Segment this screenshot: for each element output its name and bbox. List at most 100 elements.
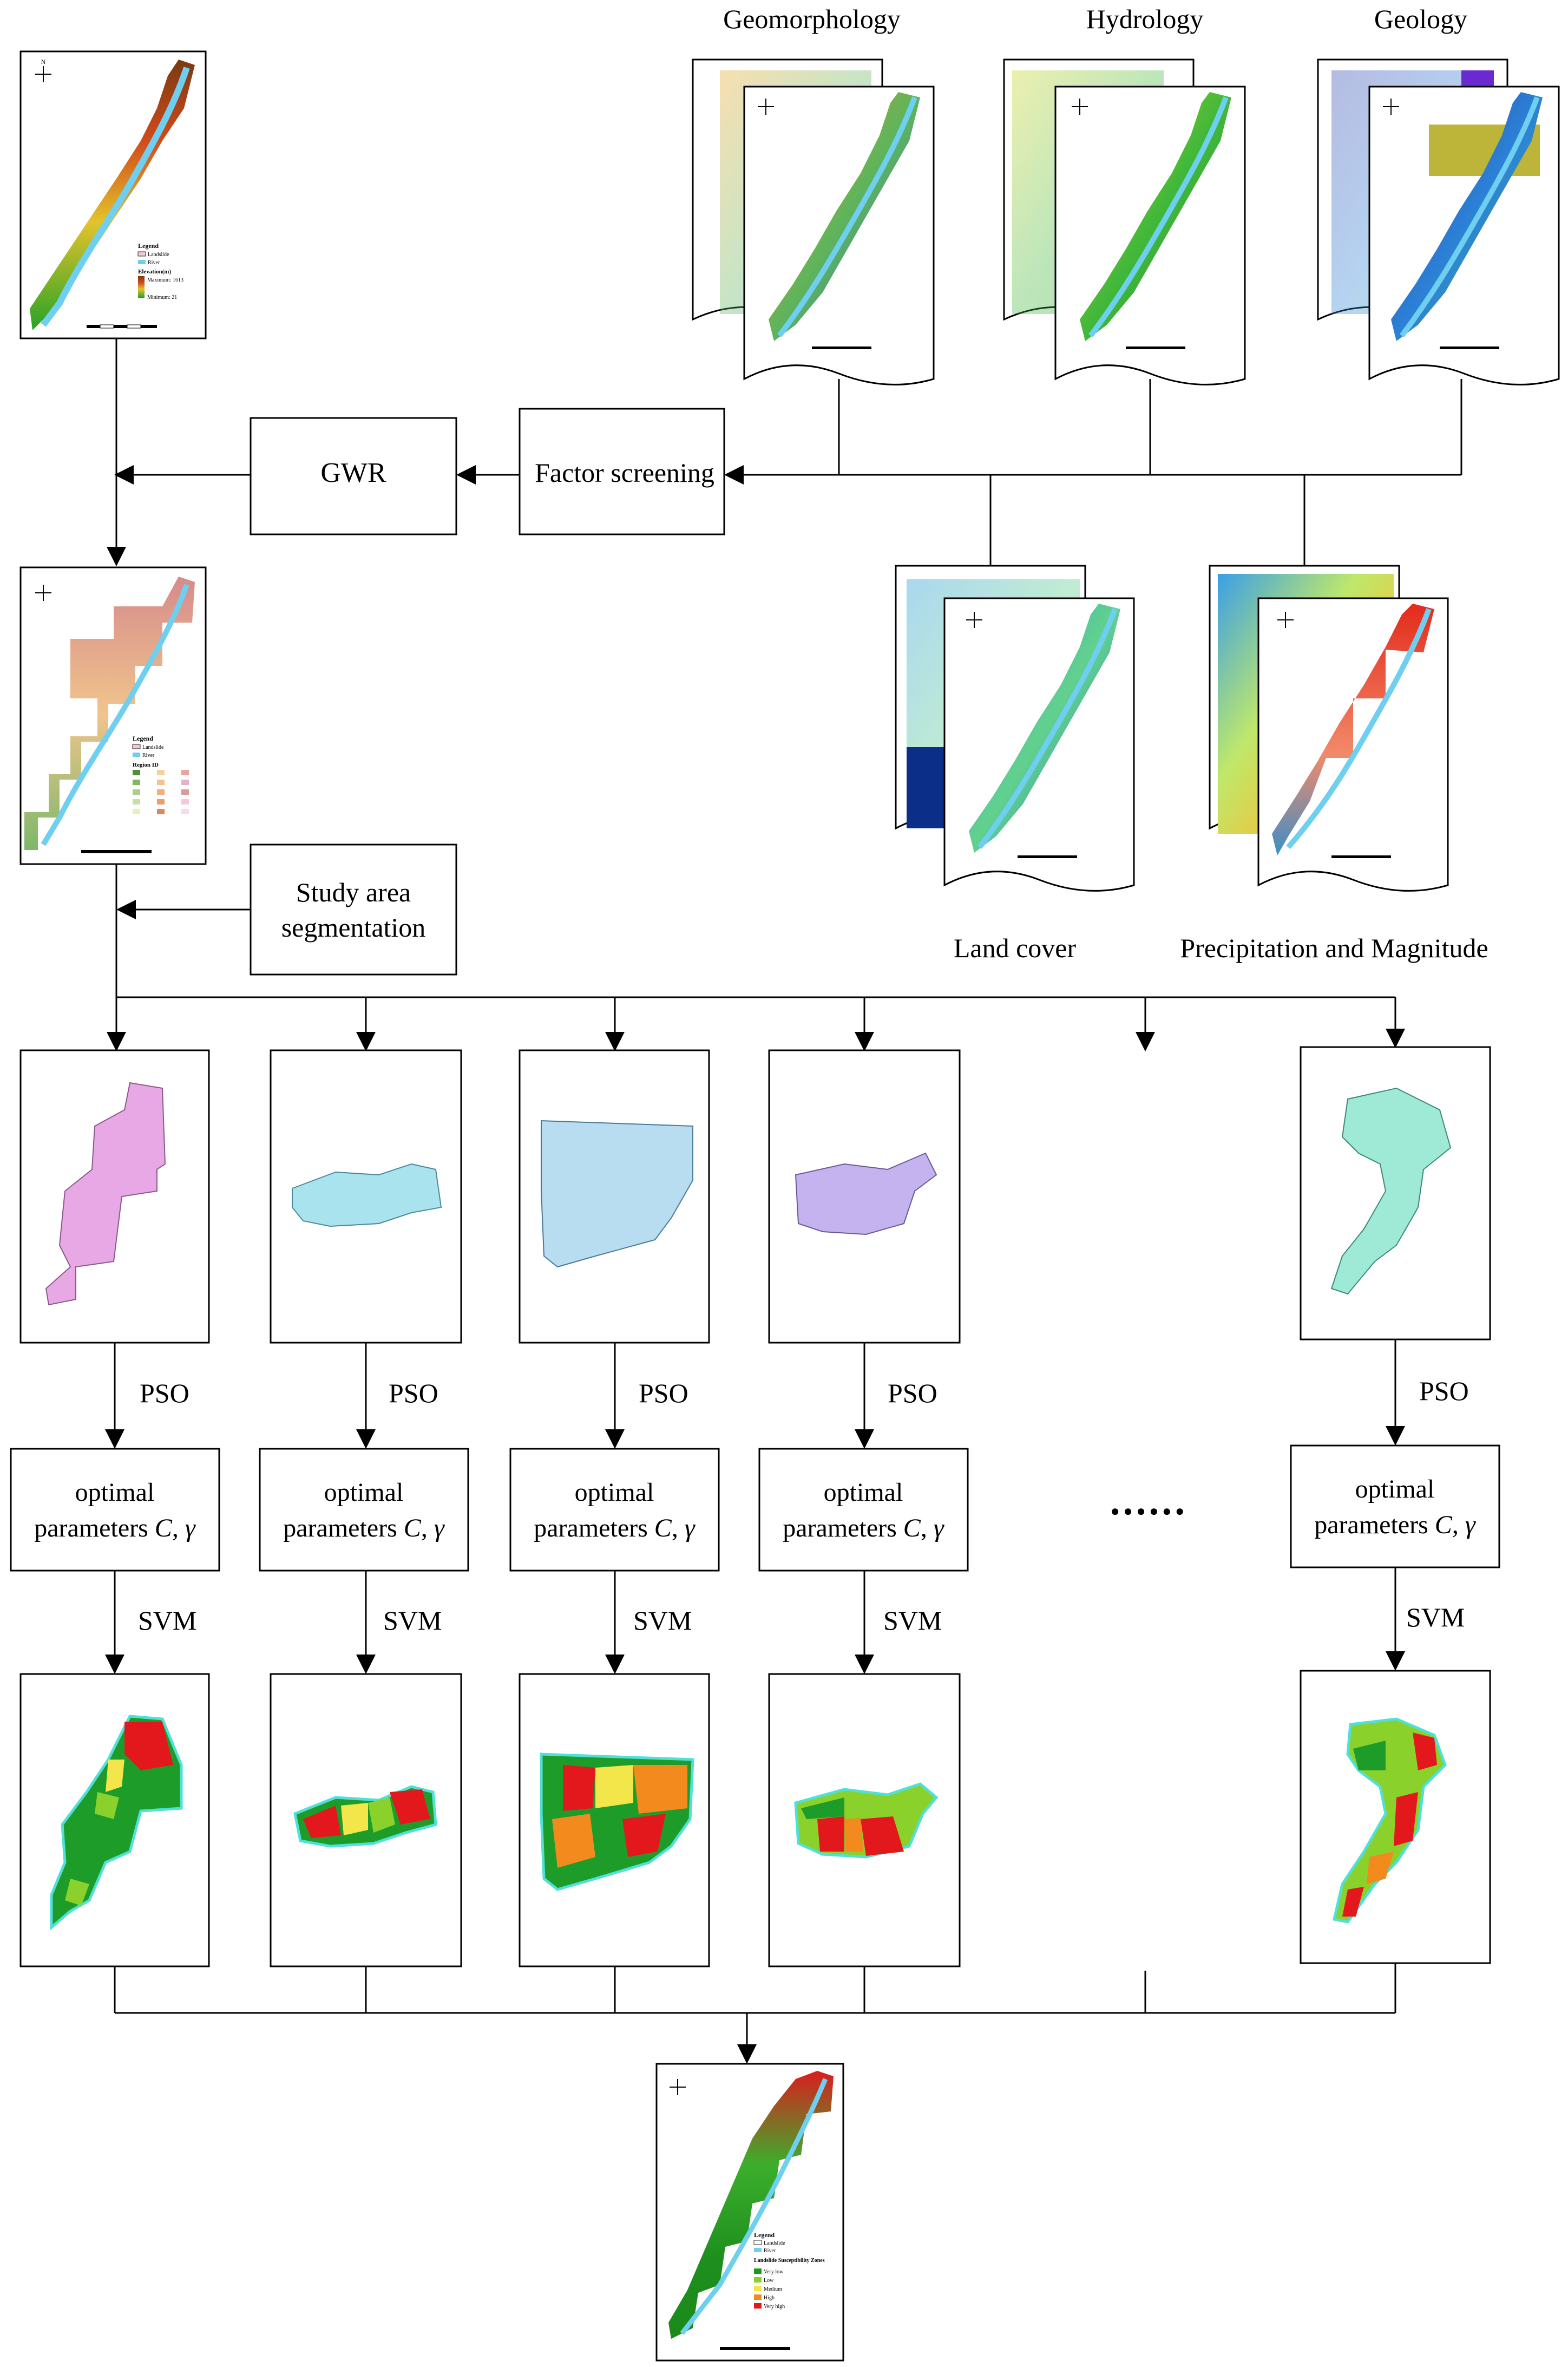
north-arrow-icon — [1072, 99, 1088, 115]
optimal-label-line1: optimal — [824, 1478, 903, 1507]
subregion-box-n — [1300, 1046, 1491, 1341]
optimal-label-sep: , — [172, 1514, 185, 1542]
title-hydrology: Hydrology — [1086, 4, 1204, 34]
subregion-box-3 — [519, 1049, 710, 1344]
optimal-parameters-box-n: optimal parameters C, γ — [1290, 1444, 1500, 1568]
title-land-cover: Land cover — [954, 933, 1077, 963]
optimal-label-line1: optimal — [324, 1478, 404, 1507]
svm-label-4: SVM — [883, 1605, 942, 1636]
svm-labels: SVM SVM SVM SVM SVM — [138, 1602, 1465, 1636]
optimal-parameters-box-2: optimal parameters C, γ — [259, 1448, 469, 1572]
subregion-box-2 — [270, 1049, 462, 1344]
optimal-label-sep: , — [1452, 1511, 1465, 1539]
factor-screening-box: Factor screening — [519, 408, 725, 535]
pso-label-2: PSO — [389, 1378, 438, 1408]
segmentation-label-line1: Study area — [296, 877, 411, 907]
north-arrow-icon — [758, 99, 774, 115]
final-susceptibility-map: Legend Landslide River Landslide Suscept… — [655, 2063, 844, 2362]
gwr-label: GWR — [320, 457, 386, 488]
optimal-label-sep: , — [672, 1514, 685, 1542]
precipitation-magnitude-maps — [1209, 565, 1449, 892]
north-arrow-icon — [1277, 612, 1294, 628]
land-cover-maps — [895, 565, 1135, 892]
subregion-box-4 — [768, 1049, 961, 1344]
zone-low: Low — [764, 2278, 774, 2284]
optimal-label-sep: , — [921, 1514, 934, 1542]
susceptibility-box-3 — [519, 1673, 710, 1967]
final-legend-title: Legend — [754, 2231, 775, 2239]
scale-bar-icon — [87, 324, 157, 329]
connectors-top — [107, 338, 1462, 998]
region-segmentation-map: Legend Landslide River Region ID — [19, 566, 207, 865]
svg-text:parameters C, γ: parameters C, γ — [1314, 1511, 1476, 1539]
region-id-swatches — [133, 770, 189, 814]
connectors-bottom — [114, 1963, 1396, 2064]
svg-text:parameters C, γ: parameters C, γ — [34, 1514, 196, 1542]
svm-label-n: SVM — [1406, 1602, 1465, 1632]
zone-medium: Medium — [764, 2286, 782, 2292]
region-legend-heading: Region ID — [133, 762, 159, 768]
susceptibility-box-n — [1300, 1670, 1491, 1964]
optimal-label-prefix: parameters — [534, 1514, 654, 1542]
north-arrow-icon — [670, 2079, 686, 2095]
pso-labels: PSO PSO PSO PSO PSO — [140, 1376, 1469, 1408]
subregion-box-1 — [19, 1049, 210, 1344]
optimal-label-prefix: parameters — [1314, 1511, 1435, 1539]
svg-text:parameters C, γ: parameters C, γ — [534, 1514, 696, 1542]
title-geomorphology: Geomorphology — [723, 4, 901, 34]
susceptibility-box-2 — [270, 1673, 462, 1967]
region-legend-river: River — [142, 753, 155, 759]
elevation-max: Maximum: 1613 — [147, 277, 183, 283]
optimal-label-line1: optimal — [75, 1478, 155, 1507]
susceptibility-box-1 — [19, 1673, 210, 1967]
optimal-parameters-box-3: optimal parameters C, γ — [509, 1448, 720, 1572]
elevation-min: Minimum: 21 — [147, 295, 177, 300]
svg-text:N: N — [41, 58, 46, 66]
pso-label-4: PSO — [888, 1378, 937, 1408]
north-arrow-icon — [966, 612, 982, 628]
optimal-label-c: C — [1435, 1511, 1453, 1539]
north-arrow-icon — [1383, 99, 1399, 115]
study-area-segmentation-box: Study area segmentation — [250, 844, 457, 976]
optimal-label-c: C — [404, 1514, 422, 1542]
optimal-label-prefix: parameters — [783, 1514, 903, 1542]
susceptibility-box-4 — [768, 1673, 961, 1967]
north-arrow-icon — [35, 585, 51, 601]
zone-very-high: Very high — [764, 2304, 785, 2310]
optimal-parameters-box-4: optimal parameters C, γ — [758, 1448, 969, 1572]
hydrology-maps — [1003, 58, 1246, 385]
gwr-box: GWR — [250, 417, 457, 535]
pso-label-3: PSO — [639, 1378, 688, 1408]
geology-maps — [1317, 58, 1560, 385]
svm-label-3: SVM — [633, 1605, 692, 1636]
optimal-label-sep: , — [421, 1514, 434, 1542]
svg-text:parameters C, γ: parameters C, γ — [783, 1514, 944, 1542]
pso-label-n: PSO — [1419, 1376, 1469, 1406]
final-legend-landslide: Landslide — [764, 2240, 785, 2246]
title-precipitation-magnitude: Precipitation and Magnitude — [1180, 933, 1488, 963]
final-legend-zones-title: Landslide Susceptibility Zones — [754, 2258, 825, 2264]
elevation-legend-heading: Elevation(m) — [138, 269, 171, 275]
elevation-map: N Legend Landslide River Elevation(m) Ma… — [19, 50, 207, 339]
elevation-legend-landslide: Landslide — [148, 252, 169, 258]
title-geology: Geology — [1374, 4, 1467, 34]
optimal-label-c: C — [654, 1514, 672, 1542]
svm-label-2: SVM — [383, 1605, 442, 1636]
optimal-label-gamma: γ — [185, 1514, 196, 1542]
optimal-label-gamma: γ — [1465, 1511, 1476, 1539]
connectors-bus — [107, 997, 1405, 1051]
optimal-label-prefix: parameters — [283, 1514, 404, 1542]
geomorphology-maps — [692, 58, 935, 385]
optimal-label-gamma: γ — [685, 1514, 696, 1542]
svg-text:parameters C, γ: parameters C, γ — [283, 1514, 445, 1542]
optimal-parameters-box-1: optimal parameters C, γ — [10, 1448, 220, 1572]
svm-arrows — [105, 1567, 1405, 1674]
elevation-legend-title: Legend — [138, 242, 159, 250]
pso-label-1: PSO — [140, 1378, 189, 1408]
zone-high: High — [764, 2295, 775, 2301]
optimal-label-gamma: γ — [434, 1514, 445, 1542]
zone-very-low: Very low — [764, 2269, 784, 2275]
ellipsis: ● ● ● ● ● ● — [1111, 1503, 1184, 1520]
optimal-label-gamma: γ — [934, 1514, 944, 1542]
